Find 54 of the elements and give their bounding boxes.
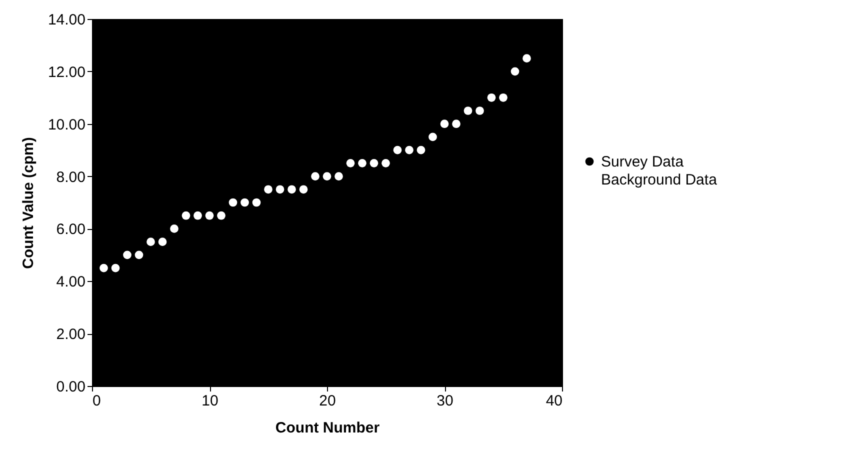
y-tick-label: 2.00 <box>56 326 86 344</box>
x-tick-label: 30 <box>436 392 454 410</box>
point <box>487 93 496 102</box>
y-tick-label: 4.00 <box>56 274 86 291</box>
point <box>299 185 308 194</box>
x-tick-label: 10 <box>202 392 218 410</box>
point <box>264 185 272 194</box>
point <box>311 172 320 180</box>
point <box>382 159 390 168</box>
point <box>393 146 402 154</box>
point <box>123 250 132 260</box>
point <box>205 211 214 220</box>
text: Background Data <box>601 172 718 188</box>
point <box>464 106 472 115</box>
point <box>276 185 284 194</box>
x-tick-label: 20 <box>319 392 336 410</box>
point <box>452 120 460 128</box>
x-tick-label: 40 <box>546 392 562 410</box>
point <box>111 264 120 272</box>
y-tick-label: 12.00 <box>48 64 86 81</box>
y-tick-label: 10.00 <box>48 116 86 134</box>
point <box>370 159 378 168</box>
point <box>416 146 426 154</box>
point <box>158 238 167 246</box>
point <box>252 198 261 207</box>
point <box>170 224 178 233</box>
x-tick-label: 0 <box>92 392 101 410</box>
point <box>217 211 226 220</box>
y-tick-label: 14.00 <box>48 12 86 28</box>
point <box>499 93 508 102</box>
y-tick-label: 8.00 <box>56 168 86 186</box>
point <box>288 185 296 194</box>
point <box>405 146 414 154</box>
point <box>182 211 190 220</box>
y-tick-label: 0.00 <box>56 378 86 396</box>
point <box>134 250 144 260</box>
point <box>240 198 249 207</box>
point <box>358 159 366 168</box>
point <box>334 172 343 180</box>
point <box>440 120 449 128</box>
point <box>100 264 108 272</box>
legend-label: Survey Data <box>601 154 684 170</box>
point <box>146 238 155 246</box>
y-axis-title: Count Value (cpm) <box>20 137 37 269</box>
point <box>476 106 484 115</box>
point <box>522 54 531 62</box>
point <box>428 132 437 142</box>
point <box>322 172 332 180</box>
x-axis-title: Count Number <box>275 420 380 436</box>
point <box>510 67 520 76</box>
point <box>228 198 238 207</box>
y-tick-label: 6.00 <box>56 221 86 238</box>
point <box>194 211 202 220</box>
point <box>346 159 355 168</box>
